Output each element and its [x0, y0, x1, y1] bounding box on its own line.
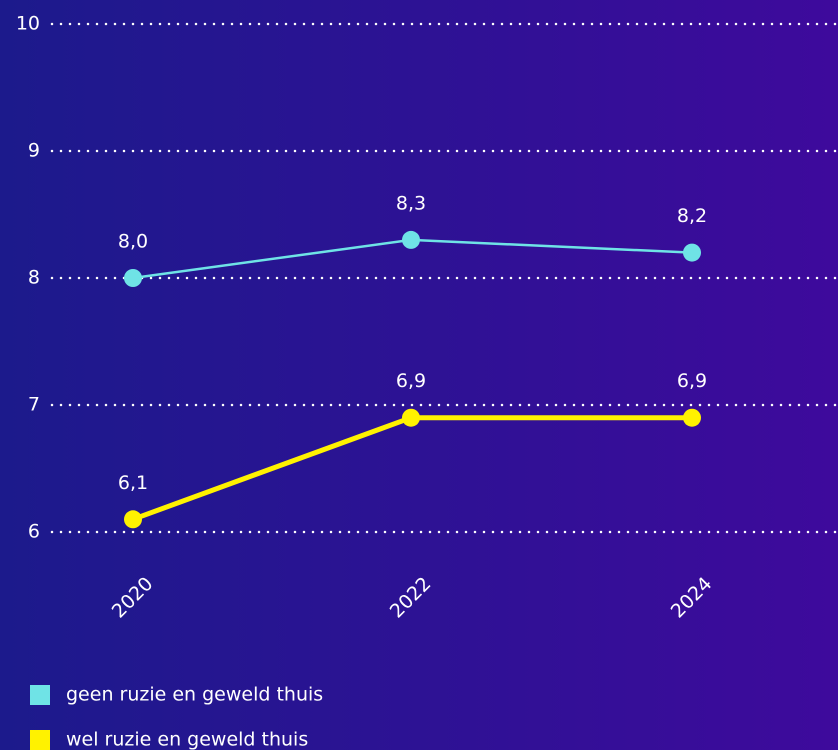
legend-label: wel ruzie en geweld thuis	[66, 729, 308, 750]
y-tick-label: 9	[28, 140, 40, 162]
data-label: 6,9	[396, 370, 426, 392]
legend-swatch	[30, 730, 50, 750]
data-label: 6,9	[677, 370, 707, 392]
y-tick-label: 8	[28, 267, 40, 289]
data-point	[683, 243, 701, 262]
y-tick-label: 10	[16, 13, 40, 35]
legend-swatch	[30, 685, 50, 705]
data-label: 8,3	[396, 192, 426, 214]
y-tick-label: 7	[28, 394, 40, 416]
data-point	[683, 408, 701, 427]
data-point	[402, 230, 420, 249]
data-label: 8,0	[118, 231, 148, 253]
data-point	[124, 510, 142, 529]
data-point	[402, 408, 420, 427]
data-point	[124, 269, 142, 287]
data-label: 6,1	[118, 472, 148, 494]
data-label: 8,2	[677, 205, 707, 227]
y-tick-label: 6	[28, 521, 40, 543]
legend-label: geen ruzie en geweld thuis	[66, 684, 323, 706]
